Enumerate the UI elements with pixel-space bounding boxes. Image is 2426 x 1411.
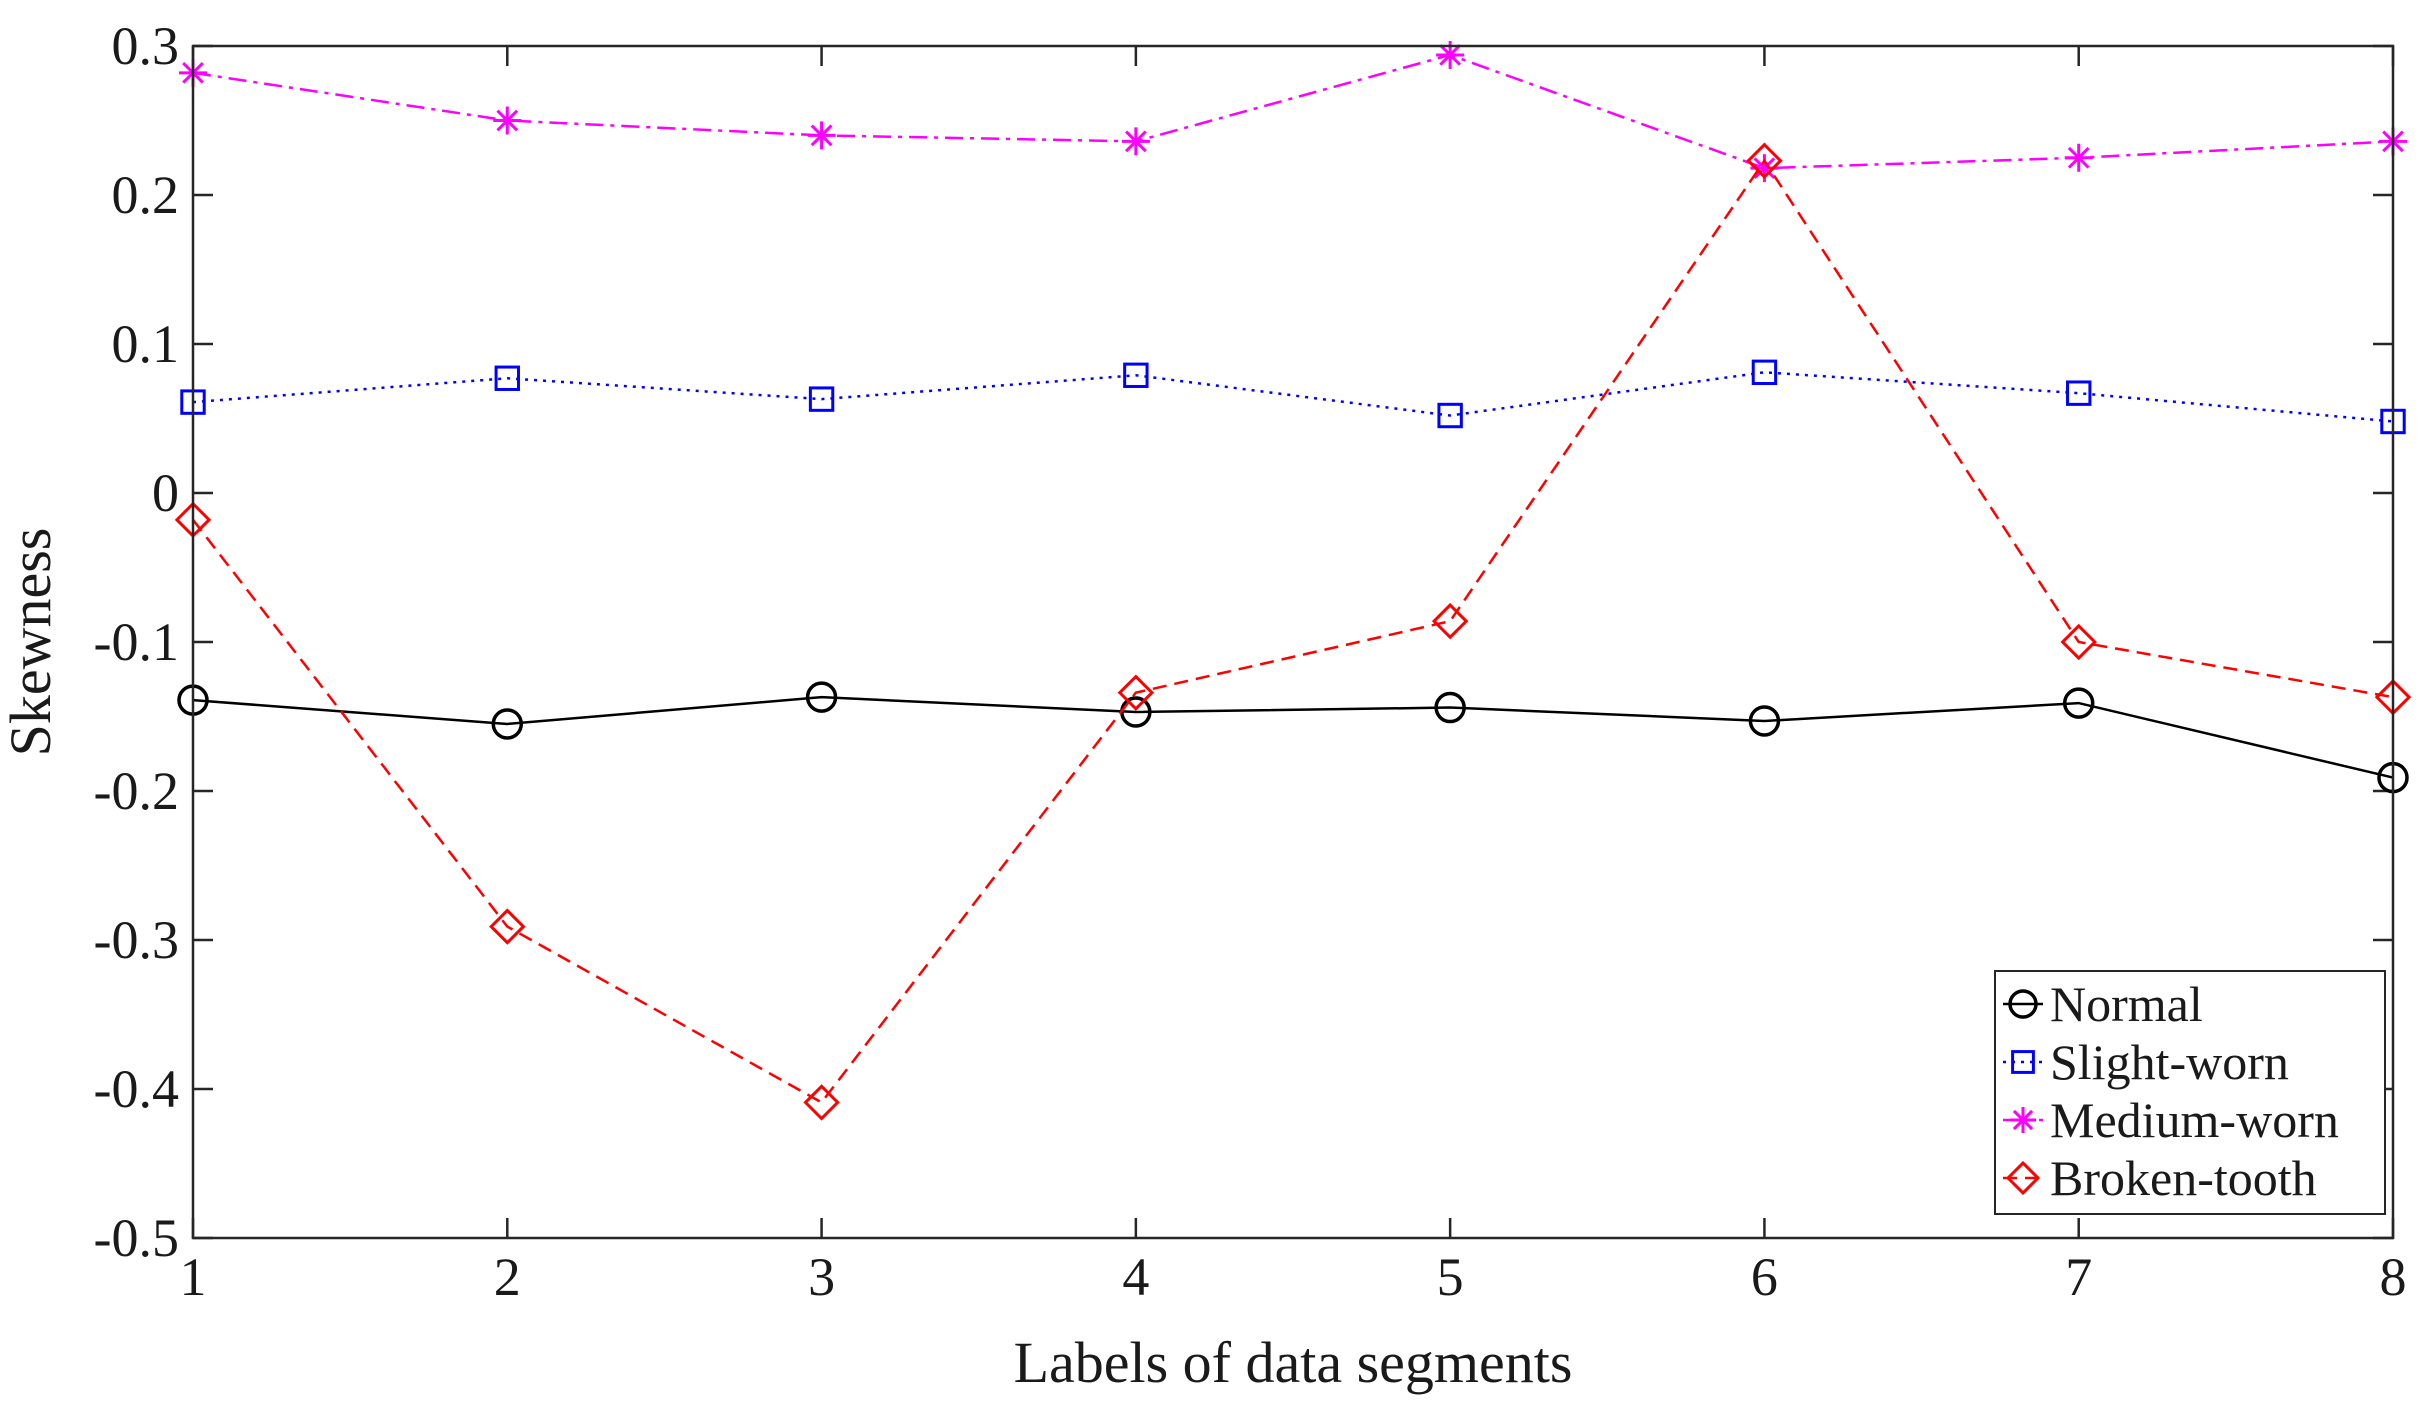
diamond-marker	[1431, 602, 1469, 640]
diamond-marker	[1746, 142, 1783, 179]
asterisk-stroke	[2012, 1109, 2034, 1131]
y-tick-label: -0.1	[94, 612, 179, 672]
y-axis-title: Skewness	[0, 528, 63, 757]
square-marker	[2011, 1050, 2035, 1074]
circle-marker	[2062, 687, 2095, 719]
circle-marker	[491, 708, 524, 740]
asterisk-stroke	[810, 124, 833, 147]
circle-marker	[1748, 705, 1781, 737]
series-line	[192, 158, 2394, 1105]
legend-entry: Slight-worn	[2003, 1034, 2289, 1090]
diamond-marker	[489, 908, 526, 945]
legend-label: Normal	[2050, 976, 2203, 1032]
x-tick-label: 2	[494, 1247, 521, 1307]
square-marker	[808, 386, 835, 412]
series-layer	[174, 40, 2412, 1121]
y-axis-ticks: 0.3 0.2 0.1 0 -0.1 -0.2 -0.3 -0.4 -0.5	[94, 16, 2393, 1268]
legend-entry: Broken-tooth	[2003, 1150, 2317, 1206]
x-tick-label: 7	[2065, 1247, 2092, 1307]
series-line	[192, 53, 2394, 170]
legend-entry: Normal	[2003, 976, 2203, 1032]
circle-marker	[2008, 989, 2038, 1019]
y-tick-label: -0.3	[94, 910, 179, 970]
circle-marker	[805, 681, 838, 713]
y-tick-label: -0.5	[94, 1208, 179, 1268]
x-tick-label: 6	[1751, 1247, 1778, 1307]
series-line	[192, 695, 2394, 779]
legend-box	[1994, 970, 2386, 1215]
diamond-marker	[2005, 1160, 2041, 1196]
x-tick-label: 3	[808, 1247, 835, 1307]
asterisk-stroke	[1439, 44, 1462, 66]
x-tick-label: 4	[1122, 1247, 1149, 1307]
y-tick-label: -0.4	[94, 1059, 179, 1119]
legend-label: Medium-worn	[2050, 1092, 2339, 1148]
square-marker	[1437, 402, 1463, 429]
x-tick-label: 5	[1437, 1247, 1464, 1307]
legend-label: Broken-tooth	[2050, 1150, 2317, 1206]
asterisk-marker	[1121, 127, 1150, 156]
x-tick-label: 8	[2380, 1247, 2407, 1307]
x-tick-label: 1	[180, 1247, 207, 1307]
asterisk-stroke	[1753, 157, 1776, 180]
diamond-marker	[1117, 674, 1155, 711]
x-axis-title: Labels of data segments	[1014, 1330, 1573, 1395]
y-tick-label: 0.3	[112, 16, 180, 76]
diamond-marker	[2060, 623, 2097, 661]
y-tick-label: 0	[152, 463, 179, 523]
asterisk-stroke	[496, 109, 519, 132]
asterisk-marker	[1436, 40, 1465, 69]
asterisk-stroke	[1124, 130, 1147, 153]
asterisk-marker	[493, 106, 522, 135]
y-tick-label: 0.1	[112, 314, 180, 374]
legend-entry: Medium-worn	[2003, 1092, 2339, 1148]
series-broken-tooth	[174, 142, 2412, 1121]
diamond-marker	[803, 1084, 840, 1121]
legend-label: Slight-worn	[2050, 1034, 2289, 1090]
asterisk-stroke	[2067, 146, 2090, 169]
series-normal	[177, 681, 2409, 794]
asterisk-marker	[2064, 143, 2093, 172]
asterisk-marker	[807, 121, 836, 150]
square-marker	[2066, 380, 2092, 406]
square-marker	[1123, 362, 1149, 388]
y-tick-label: 0.2	[112, 165, 180, 225]
plot-frame	[191, 44, 2395, 1240]
circle-marker	[1434, 691, 1466, 724]
square-marker	[1751, 359, 1778, 386]
square-marker	[494, 365, 520, 391]
asterisk-marker	[2010, 1107, 2036, 1133]
y-tick-label: -0.2	[94, 761, 179, 821]
